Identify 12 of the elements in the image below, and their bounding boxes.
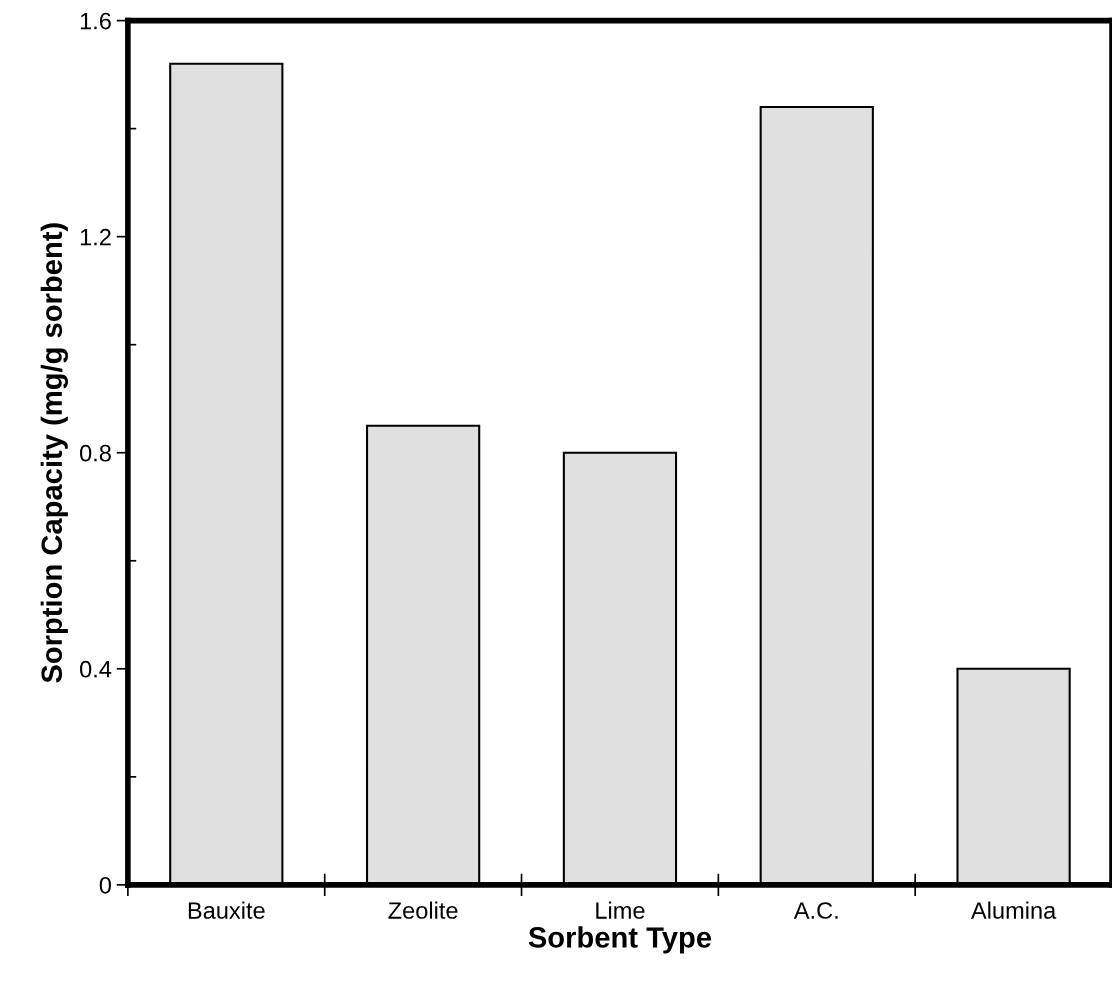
x-axis-title: Sorbent Type (528, 926, 712, 954)
x-tick-label: Alumina (970, 901, 1057, 919)
y-tick-label: 0.8 (80, 444, 111, 462)
x-tick-label: A.C. (793, 902, 838, 919)
y-tick-label: 1.6 (80, 12, 111, 30)
y-tick-label: 0 (99, 876, 111, 894)
x-tick-label: Lime (596, 901, 645, 919)
y-tick-label: 1.2 (80, 228, 111, 246)
y-axis-title: Sorption Capacity (mg/g sorbent) (40, 223, 68, 683)
x-tick-label: Bauxite (188, 901, 265, 919)
x-tick-label: Zeolite (388, 901, 458, 919)
y-tick-label: 0.4 (80, 660, 112, 678)
